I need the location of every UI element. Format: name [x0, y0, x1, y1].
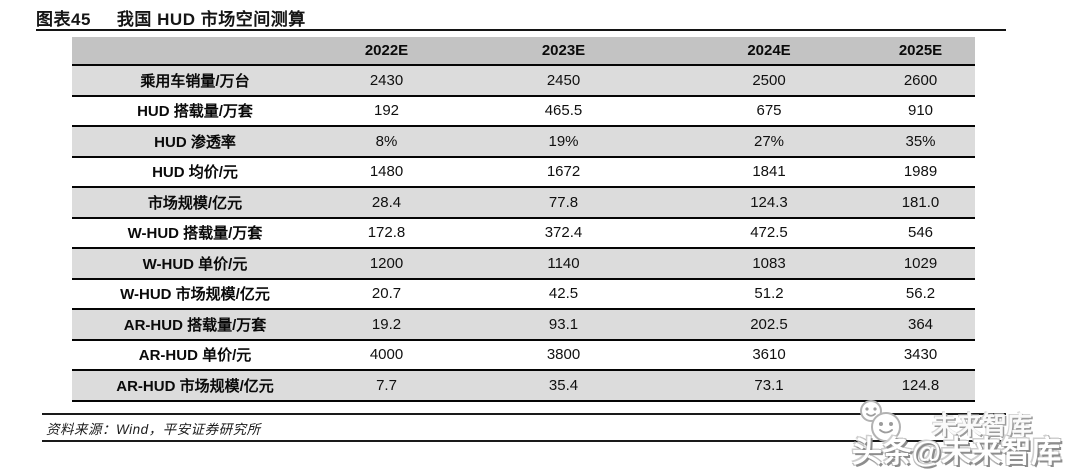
table-cell: 93.1 — [455, 309, 672, 341]
row-label: AR-HUD 市场规模/亿元 — [72, 370, 318, 402]
table-cell: 472.5 — [672, 217, 866, 249]
table-cell: 27% — [672, 126, 866, 158]
table-cell: 2500 — [672, 65, 866, 97]
table-cell: 77.8 — [455, 187, 672, 219]
table-cell: 192 — [318, 95, 455, 127]
row-label: AR-HUD 搭载量/万套 — [72, 309, 318, 341]
table-cell: 51.2 — [672, 278, 866, 310]
row-label: 市场规模/亿元 — [72, 187, 318, 219]
watermark-small-text: 未来智库 — [932, 412, 1033, 440]
table-row: AR-HUD 单价/元 4000 3800 3610 3430 — [72, 339, 975, 371]
table-cell: 8% — [318, 126, 455, 158]
row-label: W-HUD 单价/元 — [72, 248, 318, 280]
row-label: HUD 均价/元 — [72, 156, 318, 188]
header-cell-2022e: 2022E — [318, 37, 455, 66]
table-cell: 172.8 — [318, 217, 455, 249]
table-cell: 42.5 — [455, 278, 672, 310]
table-cell: 1083 — [672, 248, 866, 280]
table-cell: 73.1 — [672, 370, 866, 402]
table-cell: 546 — [866, 217, 975, 249]
watermark-big-text: 头条@未来智库 — [852, 436, 1062, 469]
table-cell: 28.4 — [318, 187, 455, 219]
table-cell: 20.7 — [318, 278, 455, 310]
row-label: HUD 渗透率 — [72, 126, 318, 158]
table-cell: 124.8 — [866, 370, 975, 402]
table-cell: 19.2 — [318, 309, 455, 341]
table-row: HUD 均价/元 1480 1672 1841 1989 — [72, 156, 975, 188]
table-cell: 372.4 — [455, 217, 672, 249]
table-cell: 4000 — [318, 339, 455, 371]
table-cell: 2430 — [318, 65, 455, 97]
table-row: AR-HUD 市场规模/亿元 7.7 35.4 73.1 124.8 — [72, 370, 975, 402]
figure-title-text: 我国 HUD 市场空间测算 — [116, 10, 306, 29]
table-cell: 7.7 — [318, 370, 455, 402]
table-header-row: 2022E 2023E 2024E 2025E — [72, 37, 975, 66]
row-label: W-HUD 搭载量/万套 — [72, 217, 318, 249]
table-cell: 202.5 — [672, 309, 866, 341]
table-row: 乘用车销量/万台 2430 2450 2500 2600 — [72, 65, 975, 97]
table-row: W-HUD 搭载量/万套 172.8 372.4 472.5 546 — [72, 217, 975, 249]
table-cell: 1140 — [455, 248, 672, 280]
table-cell: 124.3 — [672, 187, 866, 219]
header-cell-2024e: 2024E — [672, 37, 866, 66]
footer-rule-top — [42, 413, 1006, 415]
header-cell-2025e: 2025E — [866, 37, 975, 66]
row-label: HUD 搭载量/万套 — [72, 95, 318, 127]
table-row: HUD 搭载量/万套 192 465.5 675 910 — [72, 95, 975, 127]
table-cell: 19% — [455, 126, 672, 158]
toutiao-smiley-icon — [860, 400, 901, 442]
table-cell: 3430 — [866, 339, 975, 371]
table-cell: 56.2 — [866, 278, 975, 310]
footer-rule-bottom — [42, 440, 1006, 442]
table-cell: 1480 — [318, 156, 455, 188]
table-cell: 465.5 — [455, 95, 672, 127]
table-cell: 3800 — [455, 339, 672, 371]
table-cell: 1200 — [318, 248, 455, 280]
figure-title: 图表45 我国 HUD 市场空间测算 — [36, 5, 306, 30]
table-cell: 1989 — [866, 156, 975, 188]
table-cell: 1672 — [455, 156, 672, 188]
table-cell: 1029 — [866, 248, 975, 280]
table-cell: 675 — [672, 95, 866, 127]
table-row: AR-HUD 搭载量/万套 19.2 93.1 202.5 364 — [72, 309, 975, 341]
table-cell: 910 — [866, 95, 975, 127]
table-cell: 3610 — [672, 339, 866, 371]
table-cell: 364 — [866, 309, 975, 341]
table-cell: 2450 — [455, 65, 672, 97]
table-cell: 35.4 — [455, 370, 672, 402]
row-label: 乘用车销量/万台 — [72, 65, 318, 97]
table-cell: 35% — [866, 126, 975, 158]
header-cell-2023e: 2023E — [455, 37, 672, 66]
table-cell: 2600 — [866, 65, 975, 97]
table-cell: 1841 — [672, 156, 866, 188]
table-row: W-HUD 单价/元 1200 1140 1083 1029 — [72, 248, 975, 280]
source-text: 资料来源：Wind，平安证券研究所 — [46, 422, 261, 437]
hud-market-table: 2022E 2023E 2024E 2025E 乘用车销量/万台 2430 24… — [72, 37, 975, 402]
table-cell: 181.0 — [866, 187, 975, 219]
table-row: W-HUD 市场规模/亿元 20.7 42.5 51.2 56.2 — [72, 278, 975, 310]
table-row: HUD 渗透率 8% 19% 27% 35% — [72, 126, 975, 158]
header-cell-blank — [72, 37, 318, 66]
row-label: W-HUD 市场规模/亿元 — [72, 278, 318, 310]
row-label: AR-HUD 单价/元 — [72, 339, 318, 371]
table-row: 市场规模/亿元 28.4 77.8 124.3 181.0 — [72, 187, 975, 219]
title-underline — [36, 29, 1006, 31]
figure-number-label: 图表45 — [36, 10, 91, 29]
watermark: 未来智库 头条@未来智库 — [840, 396, 1080, 472]
